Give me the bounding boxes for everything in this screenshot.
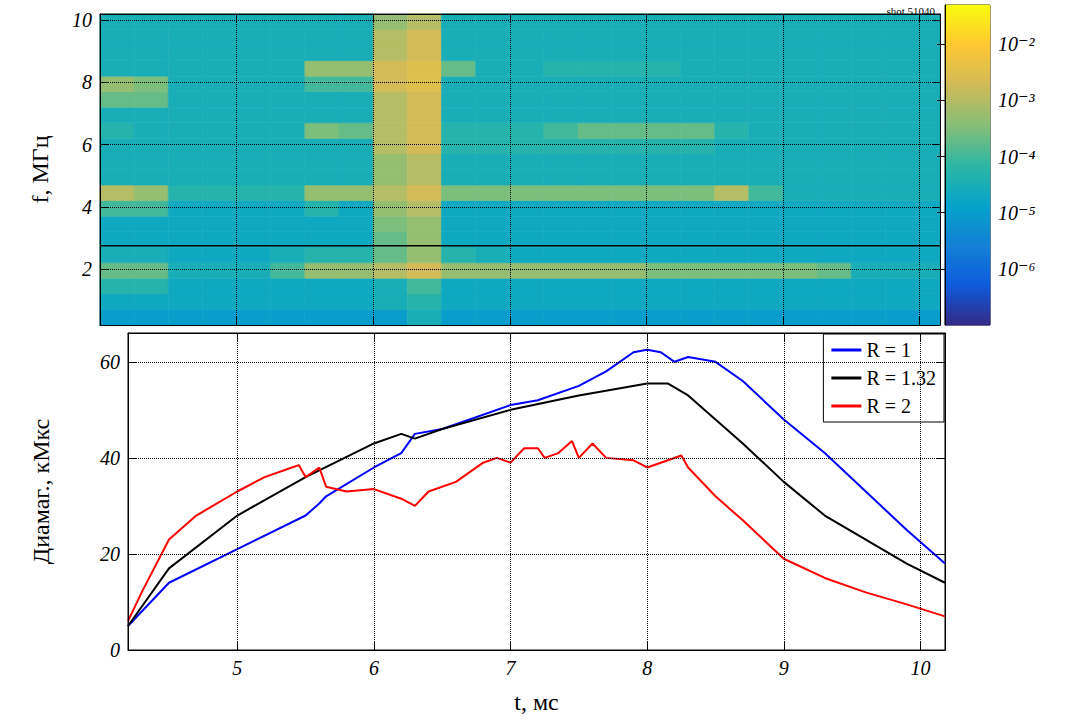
svg-text:10: 10: [910, 657, 930, 679]
svg-text:R = 1.32: R = 1.32: [866, 367, 936, 389]
svg-text:10⁻⁵: 10⁻⁵: [998, 202, 1036, 224]
svg-text:8: 8: [82, 71, 92, 93]
svg-text:40: 40: [100, 447, 120, 469]
svg-text:0: 0: [110, 639, 120, 661]
svg-text:t, мс: t, мс: [514, 689, 559, 715]
svg-text:shot 51040: shot 51040: [886, 4, 935, 17]
svg-text:8: 8: [642, 657, 652, 679]
svg-text:6: 6: [82, 134, 92, 156]
svg-text:10: 10: [72, 9, 92, 31]
svg-text:6: 6: [369, 657, 379, 679]
svg-text:10⁻²: 10⁻²: [998, 33, 1036, 55]
svg-text:20: 20: [100, 543, 120, 565]
svg-text:2: 2: [82, 258, 92, 280]
svg-text:R = 2: R = 2: [866, 395, 911, 417]
svg-text:5: 5: [232, 657, 242, 679]
svg-text:7: 7: [506, 657, 517, 679]
svg-text:4: 4: [82, 196, 92, 218]
svg-text:R = 1: R = 1: [866, 339, 911, 361]
svg-text:10⁻⁴: 10⁻⁴: [998, 146, 1036, 168]
svg-text:10⁻³: 10⁻³: [998, 89, 1036, 111]
svg-text:f, МГц: f, МГц: [27, 135, 53, 203]
svg-text:60: 60: [100, 351, 120, 373]
svg-text:Диамаг., кМкс: Диамаг., кМкс: [28, 419, 54, 564]
svg-text:10⁻⁶: 10⁻⁶: [998, 258, 1036, 280]
svg-text:9: 9: [779, 657, 789, 679]
